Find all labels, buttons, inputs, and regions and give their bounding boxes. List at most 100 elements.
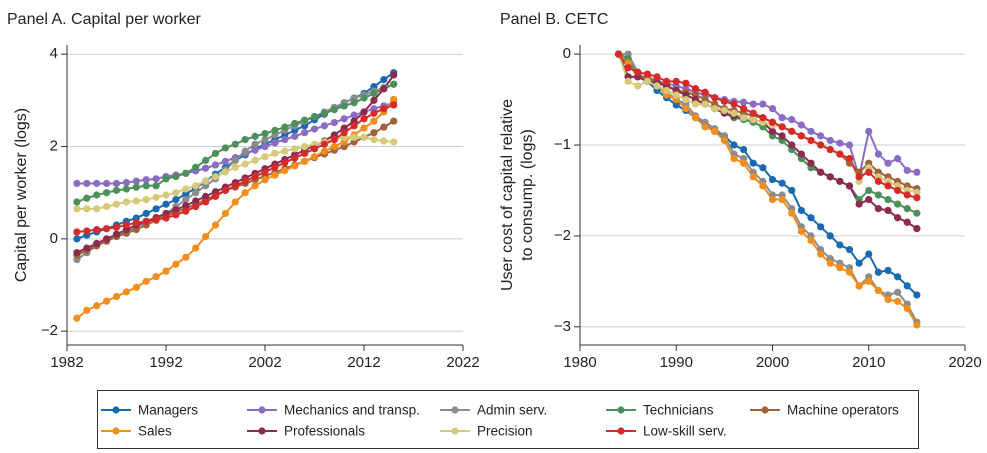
data-point <box>271 163 279 171</box>
data-point <box>251 146 259 154</box>
data-point <box>390 80 398 88</box>
data-point <box>182 202 190 210</box>
legend-label: Professionals <box>284 424 365 439</box>
data-point <box>672 77 680 85</box>
data-point <box>884 266 892 275</box>
data-point <box>211 172 220 181</box>
data-point <box>711 105 719 113</box>
x-tick-label: 1982 <box>50 354 83 371</box>
data-point <box>211 149 220 158</box>
data-point <box>874 150 882 158</box>
x-tick-label: 2002 <box>248 354 281 371</box>
data-point <box>759 114 767 122</box>
data-point <box>330 118 338 127</box>
data-point <box>711 127 719 135</box>
legend-swatch-dot <box>761 406 769 414</box>
x-tick-label: 2000 <box>756 354 789 371</box>
legend-label: Sales <box>138 424 172 439</box>
data-point <box>182 190 190 198</box>
data-point <box>112 223 121 231</box>
data-point <box>330 136 338 144</box>
data-point <box>826 145 834 154</box>
data-point <box>663 86 671 95</box>
data-point <box>740 159 748 167</box>
data-point <box>162 267 170 275</box>
data-point <box>172 260 180 268</box>
data-point <box>162 200 170 208</box>
data-point <box>122 221 130 229</box>
data-point <box>884 182 892 190</box>
data-point <box>93 205 101 213</box>
data-point <box>797 227 805 235</box>
data-point <box>152 215 160 224</box>
legend-label: Machine operators <box>787 403 899 418</box>
data-point <box>903 191 911 199</box>
data-point <box>350 122 358 130</box>
data-point <box>826 232 834 240</box>
data-point <box>874 268 882 276</box>
data-point <box>103 235 111 243</box>
legend-swatch-dot <box>617 427 625 435</box>
data-point <box>768 175 777 184</box>
data-point <box>162 214 170 222</box>
data-point <box>112 230 121 238</box>
data-point <box>903 205 911 213</box>
data-point <box>807 127 815 135</box>
data-point <box>202 164 210 172</box>
data-point <box>836 139 844 147</box>
data-point <box>152 273 160 281</box>
data-point <box>271 126 279 134</box>
data-point <box>390 71 398 79</box>
data-point <box>142 209 150 218</box>
data-point <box>865 186 873 195</box>
data-point <box>653 73 661 81</box>
data-point <box>874 191 882 199</box>
data-point <box>730 141 738 149</box>
data-point <box>320 140 328 148</box>
data-point <box>103 297 111 305</box>
data-point <box>360 94 368 102</box>
data-point <box>370 109 378 117</box>
data-point <box>653 82 661 90</box>
data-point <box>103 202 111 211</box>
data-point <box>894 186 902 195</box>
x-tick-label: 1992 <box>149 354 182 371</box>
data-point <box>221 168 229 176</box>
panel-title: Panel A. Capital per worker <box>7 11 202 28</box>
data-point <box>132 197 140 205</box>
data-point <box>730 155 738 163</box>
y-tick-label: 0 <box>50 230 58 247</box>
data-point <box>172 189 180 197</box>
data-point <box>874 286 882 295</box>
legend-swatch-dot <box>451 427 459 435</box>
data-point <box>103 225 111 233</box>
data-point <box>261 142 269 151</box>
data-point <box>142 196 150 204</box>
data-point <box>172 196 180 204</box>
data-point <box>768 105 777 113</box>
data-point <box>301 157 309 165</box>
data-point <box>682 79 690 87</box>
data-point <box>913 225 921 233</box>
data-point <box>202 177 210 185</box>
data-point <box>83 306 91 314</box>
data-point <box>874 205 882 213</box>
data-point <box>93 191 101 199</box>
data-point <box>778 179 786 187</box>
data-point <box>903 305 911 313</box>
data-point <box>903 218 911 226</box>
data-point <box>132 177 140 185</box>
data-point <box>192 182 200 190</box>
data-point <box>884 206 892 215</box>
data-point <box>231 156 239 164</box>
data-point <box>788 209 796 217</box>
data-point <box>894 297 902 305</box>
data-point <box>634 82 642 90</box>
data-point <box>73 235 81 243</box>
data-point <box>817 223 825 231</box>
data-point <box>231 163 239 171</box>
legend-swatch-dot <box>258 406 266 414</box>
data-point <box>192 189 200 197</box>
data-point <box>132 283 140 291</box>
data-point <box>624 77 632 85</box>
